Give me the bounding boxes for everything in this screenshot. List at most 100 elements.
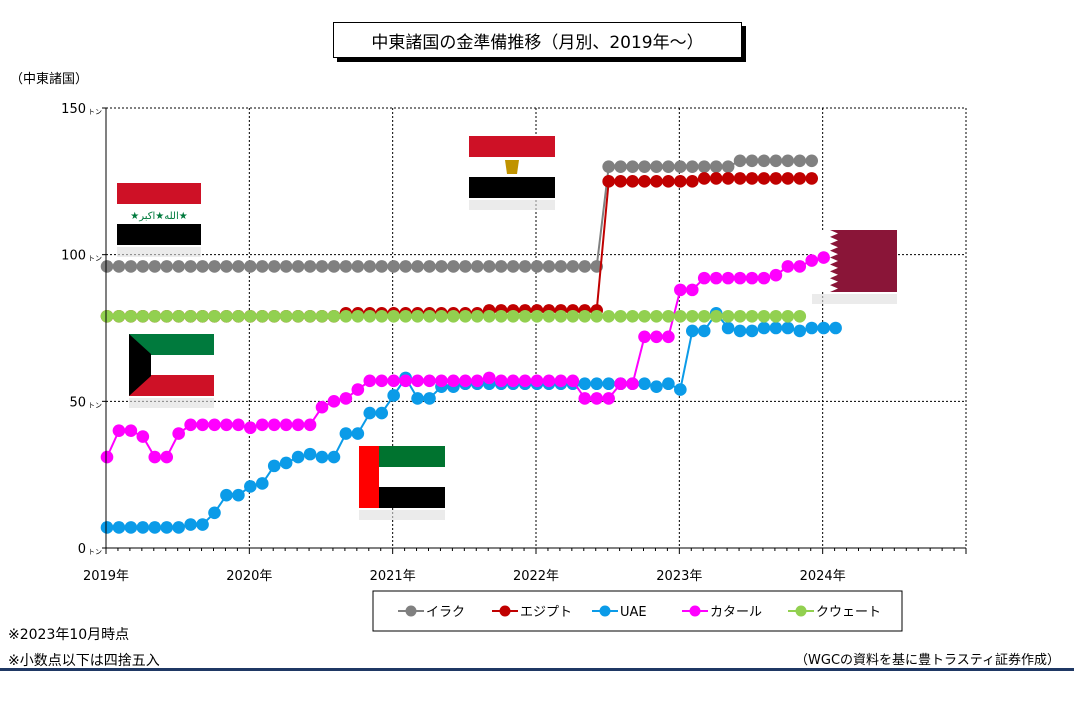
data-point [423,392,436,405]
kuwait-flag-reflection [129,398,214,408]
legend-marker [499,605,511,617]
data-point [220,260,233,273]
data-point [423,374,436,388]
data-point [208,506,221,520]
data-point [793,260,807,273]
data-point [303,418,317,432]
data-point [255,418,269,432]
data-point [602,377,615,391]
data-point [447,374,460,388]
data-point [626,175,639,188]
data-point [244,421,257,435]
data-point [351,427,365,440]
data-point [542,309,556,323]
data-point [124,309,138,323]
data-point [387,374,400,388]
egypt-flag-black [469,177,555,198]
data-point [602,160,615,173]
x-tick-label: 2022年 [513,569,559,584]
data-point [494,260,508,273]
data-point [411,309,424,323]
data-point [650,380,663,393]
data-point [518,309,532,323]
data-point [100,260,114,273]
data-point [184,260,197,273]
data-point [148,521,162,534]
data-point [279,418,293,432]
data-point [781,260,795,273]
data-point [267,459,281,473]
data-point [494,374,508,388]
data-point [506,309,520,323]
note-rounding: ※小数点以下は四捨五入 [8,653,160,669]
data-point [315,400,329,414]
data-point [375,406,389,420]
data-point [662,309,675,323]
data-point [733,172,747,185]
data-point [327,309,341,323]
data-point [674,383,687,396]
data-point [662,377,675,391]
data-point [136,430,150,443]
data-point [136,260,150,273]
data-point [399,309,412,323]
iraq-flag-white [117,204,201,224]
data-point [196,260,209,273]
legend: イラク エジプト UAE カタール クウェート [372,590,903,632]
data-point [387,389,400,402]
data-point [494,309,508,323]
data-point [423,260,436,273]
legend-label: エジプト [520,605,572,620]
data-point [614,160,627,173]
y-tick-unit: トン [88,108,102,116]
data-point [805,254,819,267]
series-3 [100,251,830,464]
data-point [769,309,783,323]
data-point [745,154,759,168]
legend-label: UAE [620,605,647,620]
data-point [172,309,185,323]
data-point [220,309,233,323]
y-tick-label: 0 [78,542,86,557]
uae-flag [359,446,445,520]
data-point [411,374,424,388]
data-point [793,154,807,168]
data-point [160,309,174,323]
legend-label: カタール [710,605,762,620]
data-point [721,321,735,335]
data-point [279,309,293,323]
data-point [244,309,257,323]
data-point [160,260,174,273]
data-point [781,309,795,323]
data-point [697,160,711,173]
data-point [172,427,185,440]
data-point [554,260,568,273]
data-point [459,260,472,273]
data-point [578,309,592,323]
data-point [351,260,365,273]
data-point [459,309,472,323]
data-point [423,309,436,323]
data-point [638,330,651,344]
data-point [220,418,233,432]
data-point [399,260,412,273]
data-point [100,450,114,464]
kuwait-flag-green [129,334,214,355]
data-point [232,309,245,323]
data-point [148,260,162,273]
data-point [124,260,138,273]
data-point [124,521,138,534]
qatar-flag-reflection [812,294,897,304]
data-point [745,309,759,323]
y-tick-unit: トン [88,548,102,556]
uae-flag-green [359,446,445,467]
data-point [291,260,305,273]
data-point [614,377,627,391]
data-point [160,450,174,464]
data-point [100,309,114,323]
legend-label: イラク [426,605,465,620]
egypt-flag-red [469,136,555,157]
data-point [709,172,723,185]
data-point [375,374,389,388]
data-point [184,418,197,432]
